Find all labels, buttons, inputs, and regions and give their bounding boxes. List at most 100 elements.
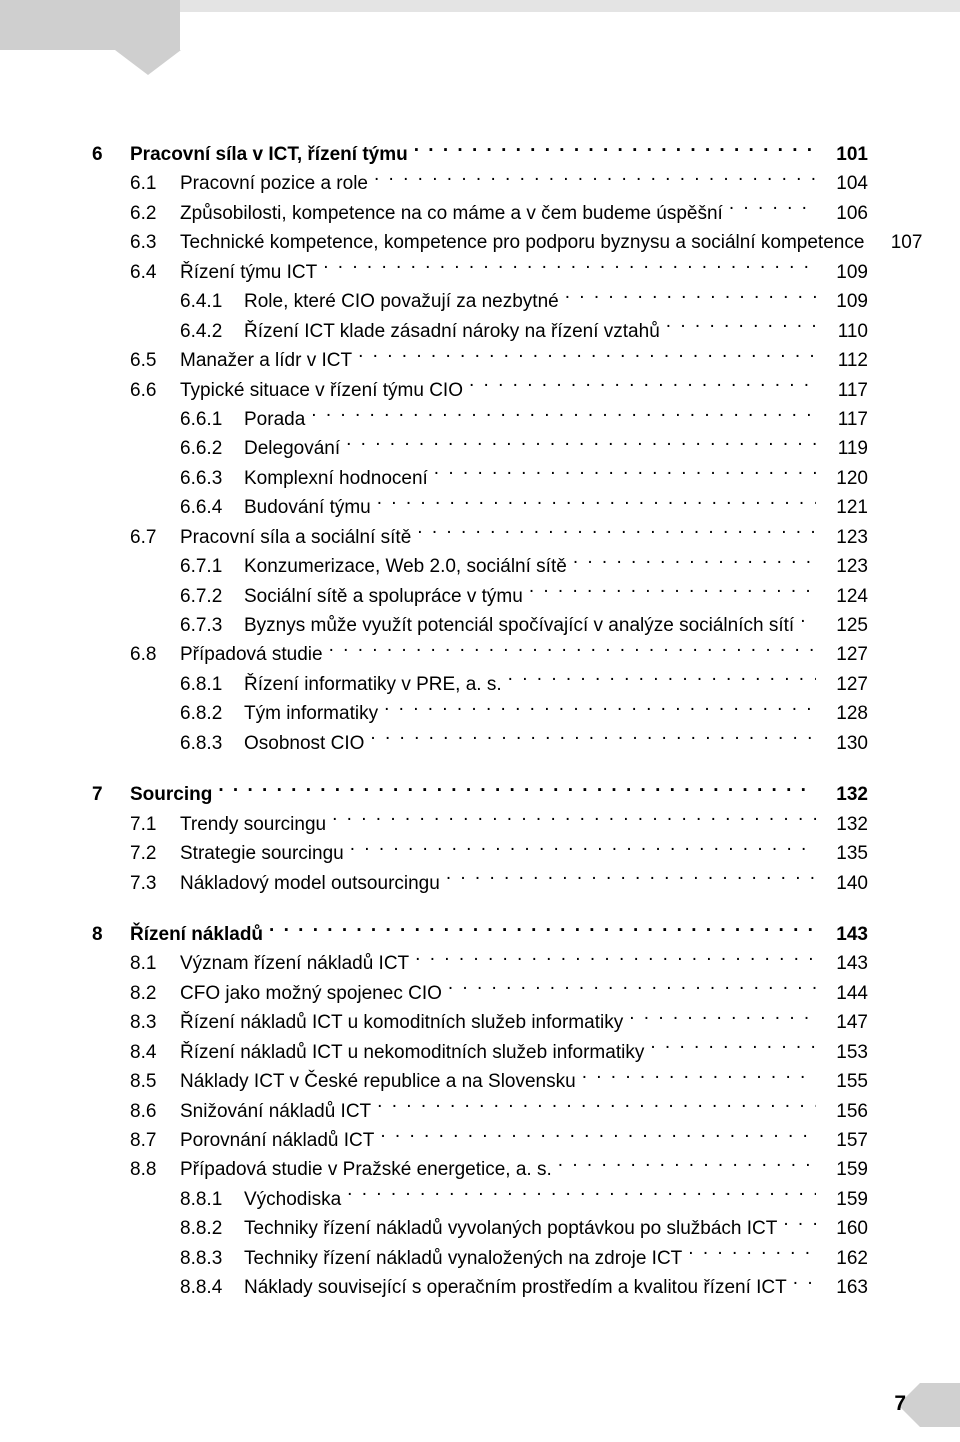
toc-title: Porada xyxy=(244,405,305,434)
toc-leader-dots xyxy=(417,524,816,543)
toc-title: Náklady ICT v České republice a na Slove… xyxy=(180,1067,576,1096)
toc-entry: 6Pracovní síla v ICT, řízení týmu101 xyxy=(92,140,868,169)
toc-page: 147 xyxy=(822,1008,868,1037)
toc-number: 8.8.4 xyxy=(180,1273,244,1302)
toc-title: Strategie sourcingu xyxy=(180,839,344,868)
toc-leader-dots xyxy=(384,700,816,719)
toc-title: Sociální sítě a spolupráce v týmu xyxy=(244,582,523,611)
toc-number: 6.1 xyxy=(130,169,180,198)
toc-number: 8 xyxy=(92,920,130,949)
toc-entry: 8.2CFO jako možný spojenec CIO144 xyxy=(130,979,868,1008)
toc-number: 8.1 xyxy=(130,949,180,978)
toc-entry: 7Sourcing132 xyxy=(92,780,868,809)
toc-number: 6.8.2 xyxy=(180,699,244,728)
toc-leader-dots xyxy=(380,1127,816,1146)
toc-number: 6.7.3 xyxy=(180,611,244,640)
toc-page: 163 xyxy=(822,1273,868,1302)
toc-leader-dots xyxy=(666,318,816,337)
toc-title: Tým informatiky xyxy=(244,699,378,728)
toc-entry: 8.8Případová studie v Pražské energetice… xyxy=(130,1155,868,1184)
toc-leader-dots xyxy=(358,347,816,366)
toc-number: 8.3 xyxy=(130,1008,180,1037)
toc-number: 8.6 xyxy=(130,1097,180,1126)
toc-number: 7.1 xyxy=(130,810,180,839)
toc-title: Náklady související s operačním prostřed… xyxy=(244,1273,787,1302)
toc-title: Byznys může využít potenciál spočívající… xyxy=(244,611,794,640)
toc-entry: 6.3Technické kompetence, kompetence pro … xyxy=(130,228,868,257)
toc-page: 127 xyxy=(822,640,868,669)
toc-title: Nákladový model outsourcingu xyxy=(180,869,440,898)
toc-leader-dots xyxy=(573,553,816,572)
toc-title: Budování týmu xyxy=(244,493,371,522)
toc-title: CFO jako možný spojenec CIO xyxy=(180,979,442,1008)
toc-page: 157 xyxy=(822,1126,868,1155)
toc-entry: 8.7Porovnání nákladů ICT157 xyxy=(130,1126,868,1155)
toc-number: 8.5 xyxy=(130,1067,180,1096)
toc-number: 6.4.1 xyxy=(180,287,244,316)
toc-page: 107 xyxy=(876,228,922,257)
toc-number: 8.8.3 xyxy=(180,1244,244,1273)
toc-leader-dots xyxy=(729,200,816,219)
toc-title: Řízení ICT klade zásadní nároky na řízen… xyxy=(244,317,660,346)
toc-page: 109 xyxy=(822,287,868,316)
toc-entry: 6.7.3Byznys může využít potenciál spočív… xyxy=(180,611,868,640)
toc-entry: 6.7.2Sociální sítě a spolupráce v týmu12… xyxy=(180,582,868,611)
toc-page: 127 xyxy=(822,670,868,699)
toc-entry: 6.2Způsobilosti, kompetence na co máme a… xyxy=(130,199,868,228)
toc-title: Řízení nákladů ICT u komoditních služeb … xyxy=(180,1008,623,1037)
toc-page: 143 xyxy=(822,920,868,949)
toc-entry: 6.6Typické situace v řízení týmu CIO117 xyxy=(130,376,868,405)
toc-page: 123 xyxy=(822,552,868,581)
toc-page: 123 xyxy=(822,523,868,552)
toc-title: Role, které CIO považují za nezbytné xyxy=(244,287,559,316)
toc-number: 6.8.1 xyxy=(180,670,244,699)
toc-page: 117 xyxy=(822,405,868,434)
toc-number: 6.6.1 xyxy=(180,405,244,434)
toc-entry: 8.3Řízení nákladů ICT u komoditních služ… xyxy=(130,1008,868,1037)
toc-entry: 7.2Strategie sourcingu135 xyxy=(130,839,868,868)
toc-leader-dots xyxy=(434,465,816,484)
toc-entry: 6.7Pracovní síla a sociální sítě123 xyxy=(130,523,868,552)
toc-leader-dots xyxy=(374,170,816,189)
toc-title: Komplexní hodnocení xyxy=(244,464,428,493)
toc-title: Pracovní pozice a role xyxy=(180,169,368,198)
toc-leader-dots xyxy=(332,811,816,830)
toc-leader-dots xyxy=(415,950,816,969)
toc-page: 125 xyxy=(822,611,868,640)
toc-leader-dots xyxy=(329,641,816,660)
toc-leader-dots xyxy=(370,730,816,749)
toc-page: 109 xyxy=(822,258,868,287)
footer-accent xyxy=(920,1383,960,1427)
toc-entry: 8.8.1Východiska159 xyxy=(180,1185,868,1214)
toc-leader-dots xyxy=(414,141,816,160)
toc-leader-dots xyxy=(558,1156,816,1175)
toc-entry: 6.5Manažer a lídr v ICT112 xyxy=(130,346,868,375)
toc-entry: 8.4Řízení nákladů ICT u nekomoditních sl… xyxy=(130,1038,868,1067)
toc-page: 162 xyxy=(822,1244,868,1273)
toc-leader-dots xyxy=(783,1215,816,1234)
toc-title: Řízení informatiky v PRE, a. s. xyxy=(244,670,502,699)
toc-leader-dots xyxy=(529,583,816,602)
toc-title: Sourcing xyxy=(130,780,212,809)
toc-title: Pracovní síla v ICT, řízení týmu xyxy=(130,140,408,169)
toc-entry: 6.7.1Konzumerizace, Web 2.0, sociální sí… xyxy=(180,552,868,581)
toc-number: 6.6 xyxy=(130,376,180,405)
toc-leader-dots xyxy=(508,671,816,690)
toc-page: 144 xyxy=(822,979,868,1008)
toc-title: Osobnost CIO xyxy=(244,729,364,758)
toc-page: 104 xyxy=(822,169,868,198)
toc-title: Konzumerizace, Web 2.0, sociální sítě xyxy=(244,552,567,581)
toc-page: 121 xyxy=(822,493,868,522)
toc-number: 6.2 xyxy=(130,199,180,228)
toc-number: 6.6.3 xyxy=(180,464,244,493)
toc-entry: 6.8Případová studie127 xyxy=(130,640,868,669)
toc-title: Manažer a lídr v ICT xyxy=(180,346,352,375)
toc-page: 112 xyxy=(822,346,868,375)
toc-leader-dots xyxy=(793,1274,816,1293)
toc-entry: 8.8.4Náklady související s operačním pro… xyxy=(180,1273,868,1302)
toc-title: Způsobilosti, kompetence na co máme a v … xyxy=(180,199,723,228)
toc-leader-dots xyxy=(565,288,816,307)
toc-page: 153 xyxy=(822,1038,868,1067)
toc-entry: 6.1Pracovní pozice a role 104 xyxy=(130,169,868,198)
toc-number: 6.6.2 xyxy=(180,434,244,463)
